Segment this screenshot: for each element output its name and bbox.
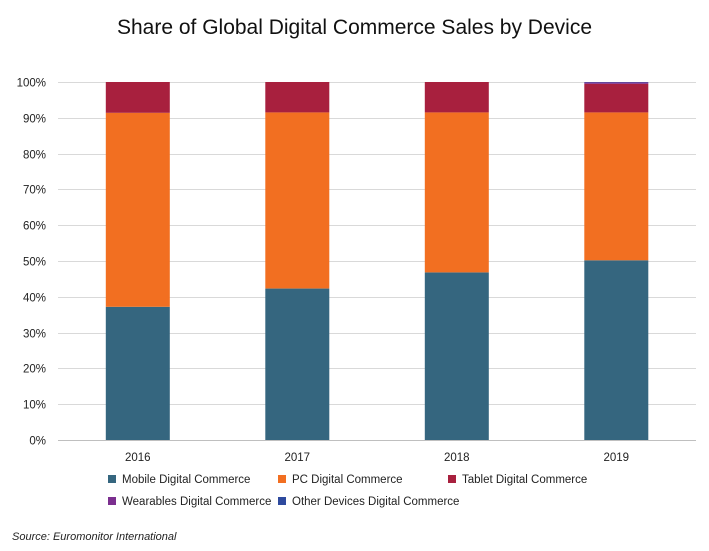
legend-item: Mobile Digital Commerce xyxy=(108,474,250,486)
y-tick-label: 10% xyxy=(23,400,46,412)
bar-segment xyxy=(265,82,330,113)
bar-segment xyxy=(584,112,649,261)
y-tick-label: 80% xyxy=(23,150,46,162)
legend-item: PC Digital Commerce xyxy=(278,474,403,486)
y-tick-label: 90% xyxy=(23,114,46,126)
legend-label: Wearables Digital Commerce xyxy=(122,496,272,508)
y-tick-label: 70% xyxy=(23,185,46,197)
y-tick-label: 20% xyxy=(23,364,46,376)
legend: Mobile Digital Commerce PC Digital Commer… xyxy=(108,474,668,518)
legend-item: Other Devices Digital Commerce xyxy=(278,496,459,508)
legend-item: Tablet Digital Commerce xyxy=(448,474,587,486)
legend-label: Tablet Digital Commerce xyxy=(462,474,588,486)
x-tick-label: 2016 xyxy=(125,452,151,464)
bar-segment xyxy=(105,306,170,440)
source-note: Source: Euromonitor International xyxy=(12,531,177,543)
bar-segment xyxy=(584,83,649,113)
y-tick-label: 30% xyxy=(23,329,46,341)
x-tick-label: 2017 xyxy=(285,452,311,464)
bar-segment xyxy=(584,82,649,84)
bar-segment xyxy=(105,82,170,113)
y-tick-label: 0% xyxy=(29,436,46,448)
legend-swatch xyxy=(108,496,116,505)
y-tick-label: 100% xyxy=(17,78,46,90)
bar-segment xyxy=(265,112,330,289)
bar-segment xyxy=(424,112,489,273)
x-tick-label: 2019 xyxy=(604,452,630,464)
legend-item: Wearables Digital Commerce xyxy=(108,496,271,508)
bar-segment xyxy=(424,82,489,113)
x-tick-label: 2018 xyxy=(444,452,470,464)
legend-swatch xyxy=(278,496,286,505)
bar-segment xyxy=(584,260,649,440)
legend-row: Mobile Digital Commerce PC Digital Commer… xyxy=(108,474,668,496)
y-tick-label: 50% xyxy=(23,257,46,269)
y-axis-ticks: 0% 10% 20% 30% 40% 50% 60% 70% 80% 90% 100% xyxy=(17,78,46,448)
legend-row: Wearables Digital Commerce Other Devices … xyxy=(108,496,668,518)
legend-label: PC Digital Commerce xyxy=(292,474,403,486)
y-tick-label: 60% xyxy=(23,221,46,233)
bars xyxy=(105,82,649,440)
legend-label: Mobile Digital Commerce xyxy=(122,474,251,486)
bar-segment xyxy=(105,112,170,307)
chart-title: Share of Global Digital Commerce Sales b… xyxy=(116,16,593,39)
bar-segment xyxy=(265,288,330,440)
bar-segment xyxy=(424,272,489,440)
x-axis-ticks: 2016 2017 2018 2019 xyxy=(125,452,629,464)
legend-swatch xyxy=(278,474,286,483)
legend-swatch xyxy=(448,474,456,483)
legend-label: Other Devices Digital Commerce xyxy=(292,496,460,508)
y-tick-label: 40% xyxy=(23,293,46,305)
legend-swatch xyxy=(108,474,116,483)
